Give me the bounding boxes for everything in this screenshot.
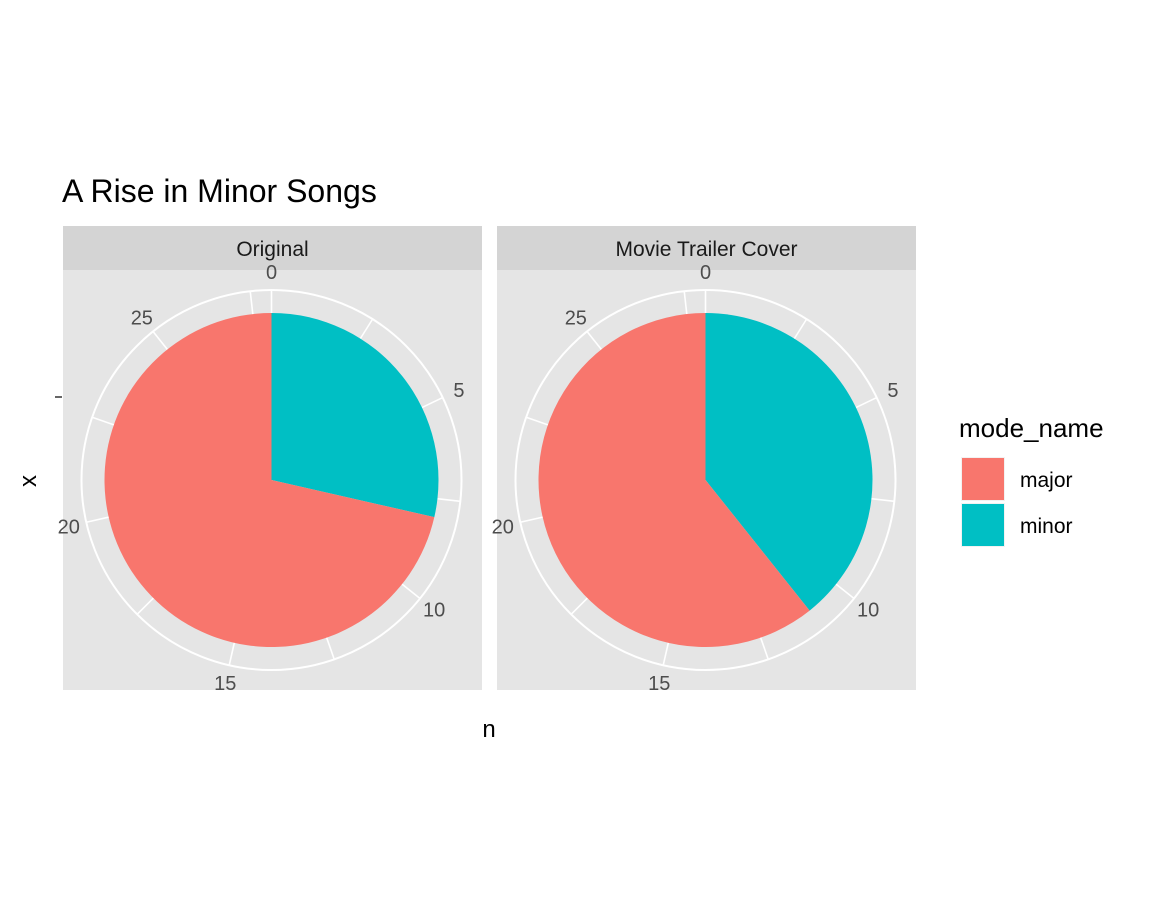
- theta-tick-label: 15: [648, 673, 670, 695]
- facet-strip-label: Original: [236, 238, 308, 261]
- legend-label-major: major: [1020, 469, 1073, 492]
- theta-tick-label: 0: [266, 262, 277, 284]
- pie-slice-major: [538, 313, 810, 648]
- y-axis-title: x: [15, 475, 42, 487]
- theta-tick-label: 25: [565, 307, 587, 329]
- facet-strip-label: Movie Trailer Cover: [615, 238, 797, 261]
- legend-key-major: [962, 458, 1004, 500]
- theta-tick-label: 5: [453, 380, 464, 402]
- theta-tick-label: 0: [700, 262, 711, 284]
- theta-tick-label: 5: [887, 380, 898, 402]
- legend-entries: major minor: [961, 457, 1073, 547]
- theta-tick-label: 25: [131, 307, 153, 329]
- legend-title: mode_name: [959, 413, 1104, 443]
- chart-title: A Rise in Minor Songs: [62, 173, 377, 209]
- pie-slice-major: [104, 313, 435, 648]
- theta-tick-label: 20: [492, 516, 514, 538]
- theta-tick-label: 15: [214, 673, 236, 695]
- pie-slice-minor: [271, 313, 439, 518]
- facet-strip: [497, 226, 916, 270]
- legend: mode_name major minor: [959, 413, 1104, 547]
- theta-tick-label: 10: [857, 600, 879, 622]
- legend-key-minor: [962, 504, 1004, 546]
- facet-strip: [63, 226, 482, 270]
- theta-tick-label: 20: [58, 516, 80, 538]
- legend-label-minor: minor: [1020, 515, 1073, 538]
- theta-tick-label: 10: [423, 600, 445, 622]
- x-axis-title: n: [482, 716, 495, 743]
- pie-slice-minor: [705, 313, 873, 611]
